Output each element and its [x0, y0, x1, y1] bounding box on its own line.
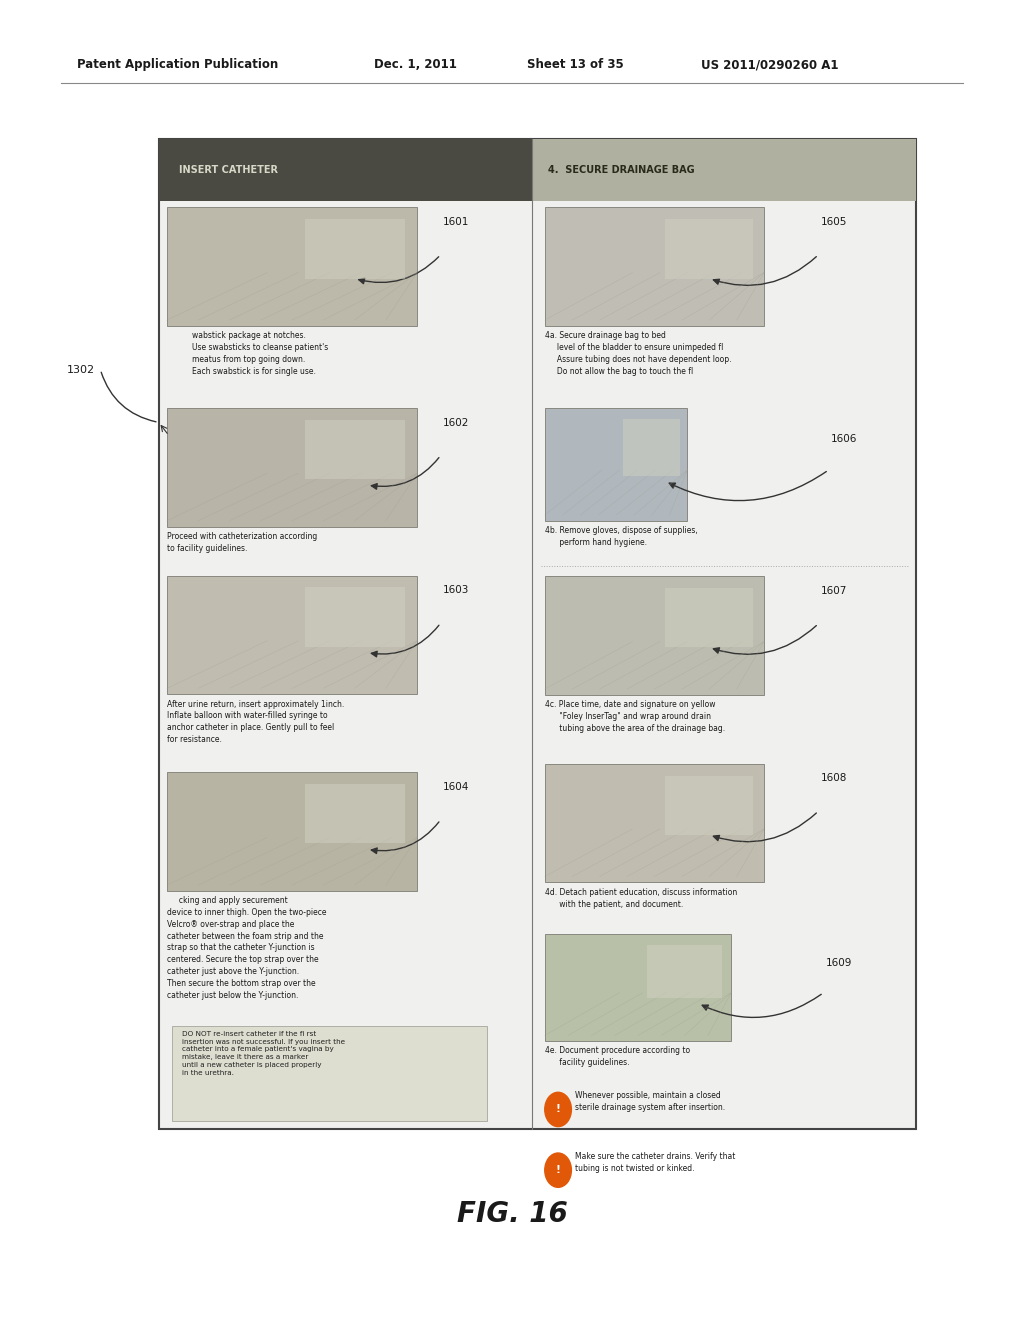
Text: 4a. Secure drainage bag to bed
     level of the bladder to ensure unimpeded fl
: 4a. Secure drainage bag to bed level of … [545, 331, 731, 376]
FancyArrowPatch shape [101, 372, 156, 422]
Text: 1604: 1604 [442, 781, 469, 792]
Text: 1605: 1605 [820, 216, 847, 227]
Bar [545, 935, 731, 1041]
Bar [304, 784, 404, 843]
Text: Proceed with catheterization according
to facility guidelines.: Proceed with catheterization according t… [167, 532, 317, 553]
Text: cking and apply securement
device to inner thigh. Open the two-piece
Velcro® ove: cking and apply securement device to inn… [167, 896, 327, 999]
Text: 4c. Place time, date and signature on yellow
      "Foley InserTag" and wrap aro: 4c. Place time, date and signature on ye… [545, 701, 725, 733]
Bar [304, 587, 404, 647]
Text: Sheet 13 of 35: Sheet 13 of 35 [527, 58, 624, 71]
Bar [647, 945, 722, 998]
Bar [532, 139, 916, 201]
Bar [545, 207, 764, 326]
Bar [172, 1026, 486, 1121]
Bar [167, 207, 417, 326]
Bar [167, 408, 417, 527]
Bar [167, 576, 417, 694]
Circle shape [545, 1093, 571, 1127]
Bar [624, 420, 680, 475]
Text: 4.  SECURE DRAINAGE BAG: 4. SECURE DRAINAGE BAG [548, 165, 694, 174]
Text: INSERT CATHETER: INSERT CATHETER [179, 165, 279, 174]
Text: 4d. Detach patient education, discuss information
      with the patient, and do: 4d. Detach patient education, discuss in… [545, 888, 737, 908]
Text: wabstick package at notches.
Use swabsticks to cleanse patient's
meatus from top: wabstick package at notches. Use swabsti… [191, 331, 328, 376]
Bar [666, 776, 753, 836]
Text: FIG. 16: FIG. 16 [457, 1200, 567, 1229]
Text: 1606: 1606 [830, 434, 857, 444]
Text: !: ! [556, 1166, 560, 1175]
Text: 4b. Remove gloves, dispose of supplies,
      perform hand hygiene.: 4b. Remove gloves, dispose of supplies, … [545, 527, 697, 546]
Text: Whenever possible, maintain a closed
sterile drainage system after insertion.: Whenever possible, maintain a closed ste… [575, 1092, 726, 1111]
Bar [666, 589, 753, 648]
Text: !: ! [556, 1105, 560, 1114]
Text: 4e. Document procedure according to
      facility guidelines.: 4e. Document procedure according to faci… [545, 1047, 690, 1067]
Text: Patent Application Publication: Patent Application Publication [77, 58, 279, 71]
Text: 1603: 1603 [442, 585, 469, 595]
Circle shape [545, 1154, 571, 1188]
Text: 1607: 1607 [820, 586, 847, 597]
Text: 1609: 1609 [825, 958, 852, 968]
Bar [304, 219, 404, 279]
Text: 1601: 1601 [442, 216, 469, 227]
Text: 1602: 1602 [442, 417, 469, 428]
Bar [545, 408, 687, 521]
Bar [545, 577, 764, 696]
Text: After urine return, insert approximately 1inch.
Inflate balloon with water-fille: After urine return, insert approximately… [167, 700, 344, 744]
Text: Make sure the catheter drains. Verify that
tubing is not twisted or kinked.: Make sure the catheter drains. Verify th… [575, 1152, 736, 1172]
Text: Dec. 1, 2011: Dec. 1, 2011 [374, 58, 457, 71]
Text: US 2011/0290260 A1: US 2011/0290260 A1 [701, 58, 839, 71]
Text: 1302: 1302 [67, 364, 94, 375]
Bar [159, 139, 532, 201]
Bar [666, 219, 753, 279]
Bar [167, 772, 417, 891]
Bar [304, 420, 404, 479]
Bar [545, 763, 764, 883]
Text: DO NOT re-insert catheter if the fi rst
insertion was not successful. If you ins: DO NOT re-insert catheter if the fi rst … [182, 1031, 345, 1076]
Bar [159, 139, 916, 1129]
Text: 1608: 1608 [820, 774, 847, 784]
